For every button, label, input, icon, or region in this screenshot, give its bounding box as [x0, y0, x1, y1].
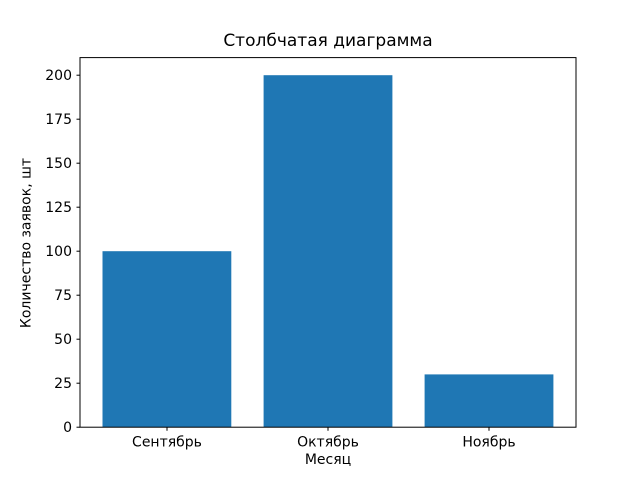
y-tick-label-75: 75 — [54, 288, 72, 304]
bar-1 — [263, 75, 393, 428]
chart-title: Столбчатая диаграмма — [223, 31, 433, 51]
x-tick-label-1: Октябрь — [297, 435, 359, 451]
y-tick-label-175: 175 — [45, 112, 72, 128]
y-tick-label-125: 125 — [45, 200, 72, 216]
y-tick-label-200: 200 — [45, 68, 72, 84]
y-tick-label-150: 150 — [45, 156, 72, 172]
x-axis-label: Месяц — [304, 452, 352, 468]
bar-0 — [102, 251, 232, 428]
x-tick-label-0: Сентябрь — [132, 435, 202, 451]
y-tick-label-0: 0 — [63, 420, 72, 436]
bar-2 — [424, 374, 554, 428]
y-tick-label-100: 100 — [45, 244, 72, 260]
y-tick-label-25: 25 — [54, 376, 72, 392]
y-tick-label-50: 50 — [54, 332, 72, 348]
x-tick-label-2: Ноябрь — [462, 435, 515, 451]
